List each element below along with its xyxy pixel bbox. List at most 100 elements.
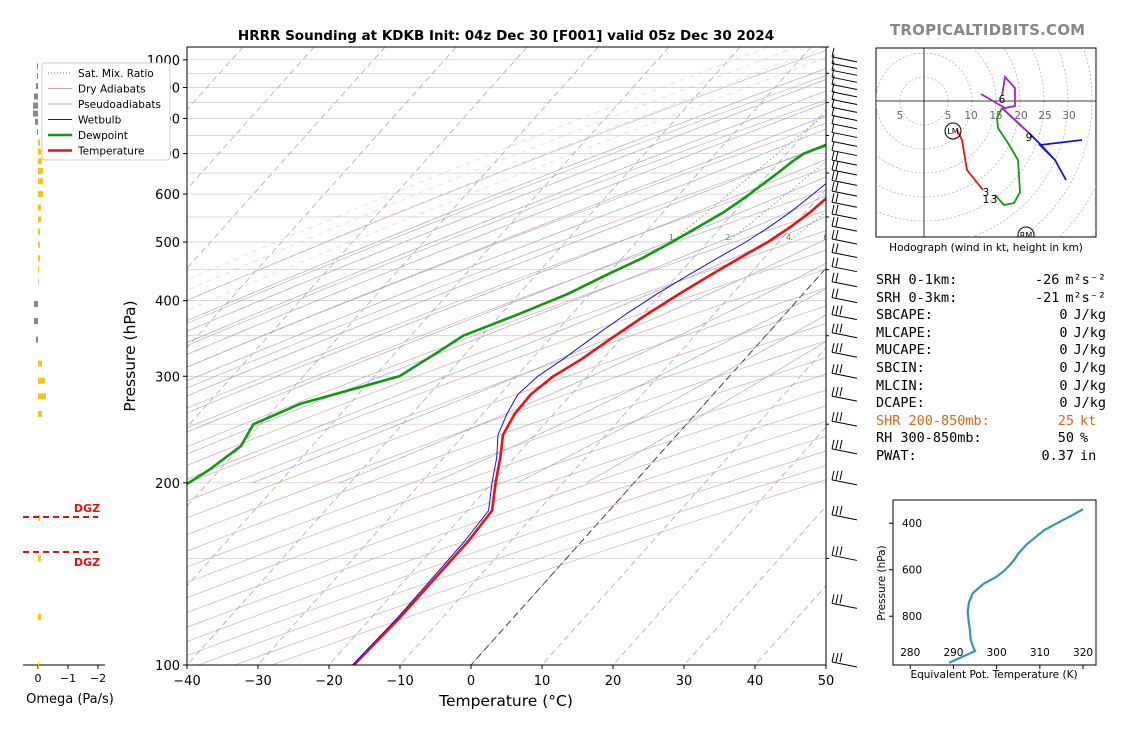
stats-value: -21: [1034, 289, 1060, 306]
dry-adiabat-line: [187, 405, 826, 628]
wind-barb-flag: [835, 288, 839, 298]
theta-e-y-tick-label: 600: [902, 565, 922, 577]
stats-row: SHR 200-850mb: 25 kt: [876, 413, 1106, 431]
dry-adiabat-line: [187, 145, 826, 389]
theta-e-x-tick-label: 320: [1073, 647, 1093, 659]
wind-barb-flag: [831, 652, 835, 663]
omega-bar: [38, 555, 41, 562]
theta-e-y-tick-label: 800: [902, 611, 922, 623]
stats-label: SBCAPE:: [876, 307, 933, 324]
wind-barb-shaft: [831, 448, 858, 455]
stats-unit: kt: [1080, 412, 1097, 429]
wind-barb-shaft: [831, 91, 858, 98]
wind-barb-flag: [835, 594, 839, 604]
omega-bar: [38, 148, 41, 155]
moist-adiabat-line: [187, 102, 826, 355]
dry-adiabat-line: [187, 249, 826, 484]
wind-barb-flag: [831, 343, 835, 353]
wind-barb-flag: [839, 364, 843, 374]
theta-e-y-tick-label: 400: [902, 518, 922, 530]
wind-barb-flag: [831, 439, 835, 449]
wind-barb-shaft: [831, 99, 858, 106]
wind-barb-shaft: [831, 395, 858, 402]
stats-label: MUCAPE:: [876, 342, 933, 359]
wind-barb-flag: [831, 114, 835, 124]
theta-e-line: [948, 508, 1084, 664]
series-line-dewpoint: [187, 143, 826, 486]
wind-barb-flag: [831, 470, 835, 480]
wind-barb-shaft: [831, 661, 858, 668]
wind-barb-shaft: [831, 332, 858, 339]
wind-barb-shaft: [831, 76, 858, 83]
stats-value: 0: [1059, 324, 1068, 341]
omega-tick-label: −2: [90, 672, 106, 685]
wind-barb-flag: [831, 546, 835, 556]
pseudoadiabat-line: [187, 79, 826, 332]
wind-barb-flag: [835, 257, 839, 267]
legend-label: Wetbulb: [78, 115, 122, 127]
pseudoadiabat-line: [187, 57, 826, 311]
omega-bar: [38, 410, 42, 417]
pseudoadiabat-line: [432, 288, 826, 484]
wind-barb-flag: [831, 387, 835, 397]
pseudoadiabat-line: [339, 262, 826, 484]
stats-label: DCAPE:: [876, 395, 925, 412]
wind-barb-shaft: [831, 56, 858, 63]
wind-barb-flag: [831, 193, 835, 203]
stats-unit: m²s⁻²: [1065, 272, 1106, 288]
legend-label: Temperature: [77, 146, 145, 158]
wind-barb-shaft: [831, 69, 858, 76]
dry-adiabat-line: [187, 210, 826, 448]
y-tick-label: 200: [155, 477, 180, 492]
hodograph-rm-label: RM: [1020, 231, 1033, 240]
wind-barb-shaft: [831, 554, 858, 561]
omega-panel: 0 −1 −2: [23, 63, 106, 685]
stats-unit: m²s⁻²: [1065, 289, 1106, 306]
omega-bar: [34, 300, 38, 307]
omega-bar: [38, 360, 42, 367]
stats-value: 50: [1057, 430, 1074, 447]
hodograph-ring-label: 10: [964, 110, 977, 122]
chart-title: HRRR Sounding at KDKB Init: 04z Dec 30 […: [238, 28, 774, 44]
hodograph-ring-label: 20: [1014, 110, 1027, 122]
stats-row: DCAPE: 0 J/kg: [876, 395, 1106, 413]
wind-barb-flag: [839, 387, 843, 397]
wind-barb-flag: [831, 123, 835, 133]
isotherm-line: [187, 47, 741, 665]
mixing-ratio-label: 1: [669, 233, 674, 242]
wind-barb-shaft: [831, 213, 858, 220]
isotherm-line: [187, 47, 528, 428]
omega-bar: [38, 614, 41, 621]
hodograph-ring-label: 5: [897, 110, 904, 122]
pseudoadiabat-line: [187, 195, 826, 455]
omega-bar: [35, 118, 38, 125]
omega-bar: [37, 63, 38, 70]
stats-unit: J/kg: [1073, 307, 1106, 324]
mixing-ratio-label: 4: [786, 233, 791, 242]
wind-barb-flag: [831, 272, 835, 282]
isotherm-line: [541, 347, 826, 665]
wind-barb-flag: [835, 272, 839, 282]
wind-barb-flag: [831, 305, 835, 315]
stats-value: -26: [1034, 272, 1060, 288]
x-tick-label: −30: [244, 674, 271, 689]
brand-logo-text: TROPICALTIDBITS.COM: [890, 21, 1086, 39]
moist-adiabat-line: [187, 216, 826, 480]
omega-bar: [38, 662, 39, 668]
dry-adiabat-line: [187, 357, 826, 583]
hodograph-trace: [1001, 107, 1031, 135]
stats-unit: J/kg: [1073, 377, 1106, 394]
stats-value: 0: [1059, 377, 1068, 394]
wind-barb-flag: [835, 229, 839, 240]
wind-barb-flag: [831, 181, 835, 192]
wind-barb-shaft: [831, 251, 858, 258]
hodograph-trace: [994, 107, 1021, 206]
wind-barb-flag: [831, 412, 835, 422]
wind-barb-flag: [835, 652, 839, 663]
omega-bar: [38, 191, 43, 198]
moist-adiabat-line: [586, 341, 826, 484]
wind-barb-flag: [831, 171, 835, 181]
omega-bar: [33, 102, 38, 109]
x-tick-label: −40: [173, 674, 200, 689]
dry-adiabat-line: [187, 230, 826, 466]
